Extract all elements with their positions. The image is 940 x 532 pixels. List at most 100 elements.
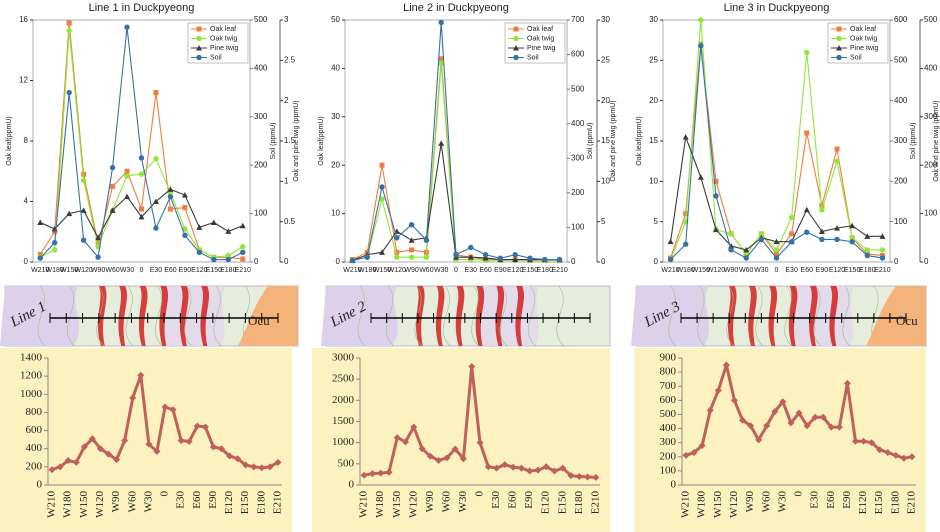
marker [758,236,765,243]
x-tick-label: E90 [816,267,829,274]
marker [66,20,72,26]
marker [534,466,542,474]
marker [819,413,827,421]
x-tick-label: E30 [785,267,798,274]
x-tick-label: W90 [404,267,419,274]
marker [360,471,368,479]
marker [153,90,159,96]
chart-bg [0,348,292,532]
y2-tick-label: 100 [254,209,268,218]
marker [239,222,246,229]
marker [575,473,583,481]
marker [542,256,548,263]
y-tick-label: 1000 [332,436,355,448]
marker [728,243,735,249]
marker [501,461,509,469]
x-tick-label: E150 [206,267,222,274]
marker [667,238,674,245]
y-tick-label: 400 [26,442,43,454]
marker [819,207,825,213]
marker [698,43,704,49]
marker [124,24,130,30]
map-contour [154,285,163,347]
marker [393,434,401,442]
marker [667,256,674,263]
x-tick-label: W150 [373,267,391,274]
marker [884,449,892,457]
x-tick-label: W150 [712,491,724,518]
marker [517,464,525,472]
map-contour [842,285,851,347]
marker [779,398,787,406]
marker [274,458,282,466]
y-axis-title: Oak leaf(ppmU) [636,116,643,165]
marker [177,437,185,445]
x-tick-label: W180 [358,267,376,274]
marker [739,416,747,424]
x-tick-label: W120 [728,491,740,518]
marker [66,89,72,96]
y2-tick-label: 300 [894,136,908,145]
map-zone [321,286,398,346]
marker [559,464,567,472]
x-tick-label: E210 [874,267,890,274]
x-tick-label: E180 [255,491,267,515]
marker [443,454,451,462]
y-tick-label: 100 [660,464,677,476]
y-tick-label: 400 [660,422,677,434]
marker [497,255,504,261]
marker [193,422,201,430]
y-tick-label: 900 [660,352,677,364]
marker [423,254,430,260]
marker [836,26,842,32]
x-tick-label: W60 [419,267,434,274]
x-tick-label: W150 [692,267,710,274]
x-tick-label: E90 [841,491,853,509]
x-tick-label: W30 [120,267,135,274]
y-tick-label: 0 [654,257,659,266]
marker [124,172,130,179]
marker [453,252,459,258]
x-tick-label: W60 [105,267,120,274]
y-tick-label: 12 [19,76,28,85]
marker [95,241,101,247]
marker [209,443,217,451]
marker [567,472,575,480]
marker [225,228,232,234]
marker [385,468,393,476]
y-tick-label: 15 [649,136,658,145]
y2-tick-label: 0 [894,257,899,266]
series-line [352,143,560,261]
marker [714,386,722,394]
marker [37,219,44,225]
x-tick-label: W210 [31,267,49,274]
marker [698,17,704,23]
marker [196,249,203,256]
marker [836,54,842,61]
marker [747,422,755,430]
series-line [352,63,560,261]
marker [803,422,811,430]
x-tick-label: 0 [159,491,171,497]
y-tick-label: 25 [649,55,658,64]
marker [394,254,400,260]
marker [730,396,738,404]
y-tick-label: 200 [660,450,677,462]
x-tick-label: E60 [191,491,203,509]
x-tick-label: E150 [239,491,251,515]
marker [827,423,835,431]
marker [48,466,56,474]
marker [851,437,859,445]
marker [811,413,819,421]
y-tick-label: 0 [24,257,29,266]
y2-tick-label: 400 [571,119,585,128]
legend-label: Soil [210,54,222,61]
x-tick-label: 0 [140,267,144,274]
x-tick-label: E30 [465,267,478,274]
marker [743,255,749,261]
y3-tick-label: 2 [284,96,289,105]
y2-tick-label: 100 [894,217,908,226]
marker [196,26,202,32]
map-contour [528,285,536,347]
marker [459,455,467,463]
